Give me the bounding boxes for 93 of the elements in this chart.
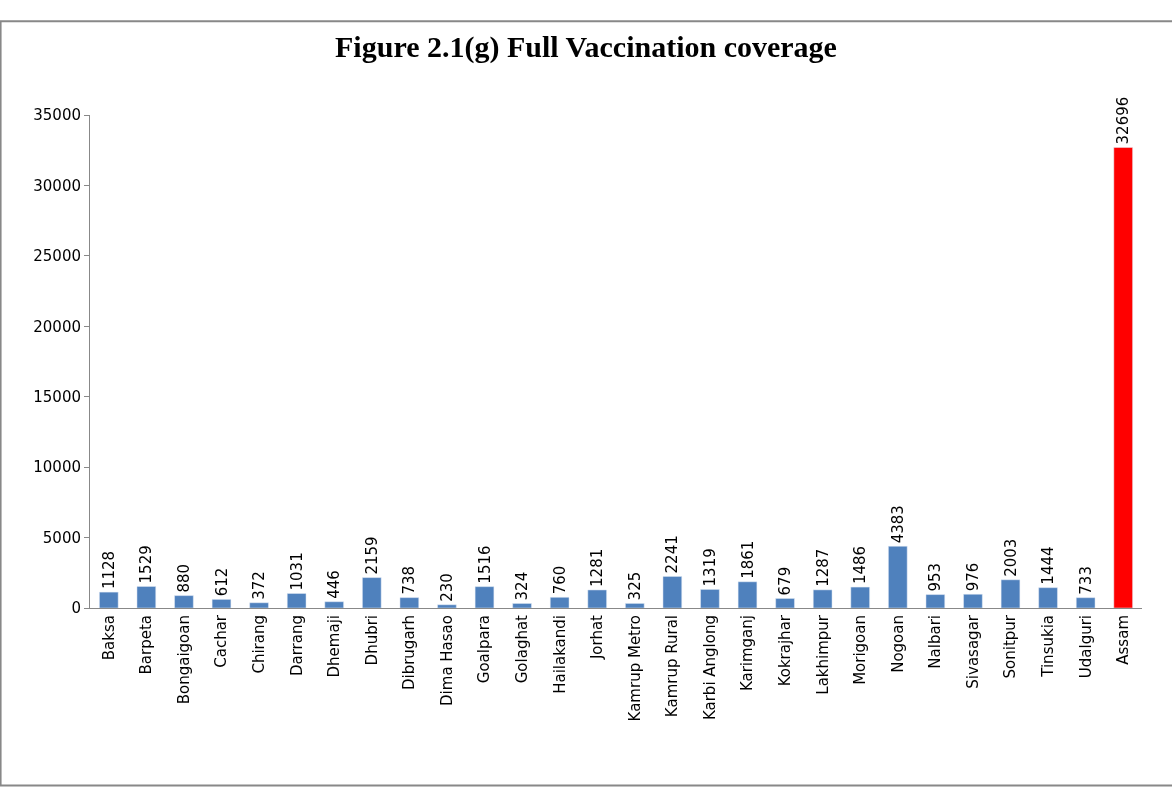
x-tick-label: Dhemaji [325, 615, 344, 678]
x-tick-label: Karbi Anglong [700, 615, 719, 721]
x-tick-label: Jorhat [588, 614, 607, 661]
bar [925, 594, 945, 608]
bar [399, 597, 419, 608]
bar [174, 595, 194, 608]
y-tick-label: 20000 [33, 317, 81, 336]
data-label: 953 [926, 562, 945, 592]
x-tick-label: Dibrugarh [400, 615, 419, 691]
data-label: 976 [963, 562, 982, 592]
x-tick-label: Tinsukia [1038, 615, 1057, 678]
x-tick-label: Chirang [249, 615, 268, 674]
x-tick-label: Lakhimpur [813, 614, 832, 695]
bar [888, 546, 908, 608]
data-label: 1516 [475, 545, 494, 584]
bar [437, 604, 457, 608]
bar [662, 576, 682, 608]
data-label: 2159 [362, 536, 381, 575]
x-tick-label: Kamrup Metro [625, 615, 644, 722]
bar [474, 586, 495, 608]
bar [211, 599, 232, 608]
x-tick-label: Karimganj [738, 615, 757, 692]
bar [550, 597, 570, 608]
bar [512, 603, 532, 608]
bar [249, 602, 269, 608]
data-label: 4383 [888, 505, 907, 544]
bar [287, 593, 307, 608]
x-tick-label: Assam [1114, 615, 1133, 665]
data-label: 880 [174, 563, 193, 593]
bar [1000, 579, 1021, 608]
y-tick-label: 25000 [33, 247, 81, 266]
data-label: 1287 [813, 548, 832, 587]
bar [775, 598, 795, 608]
x-tick-label: Hailakandi [550, 615, 569, 694]
bar [963, 594, 983, 608]
data-label: 1128 [99, 550, 118, 590]
bar [324, 601, 344, 608]
bar [700, 589, 720, 608]
x-tick-label: Dhubri [362, 615, 381, 666]
y-tick-label: 10000 [33, 458, 81, 477]
x-tick-label: Sivasagar [963, 614, 982, 689]
data-label: 1444 [1039, 546, 1058, 585]
x-tick-label: Dima Hasao [437, 615, 456, 706]
x-tick-label: Darrang [287, 615, 306, 677]
x-tick-label: Kamrup Rural [663, 615, 682, 718]
data-label: 446 [325, 570, 344, 599]
y-tick-label: 0 [71, 599, 81, 618]
y-tick-label: 35000 [33, 106, 81, 125]
data-label: 1031 [287, 552, 306, 591]
data-label: 325 [625, 571, 644, 601]
data-label: 324 [513, 571, 532, 601]
bar [850, 586, 870, 608]
bar [813, 589, 833, 608]
data-label: 738 [400, 565, 419, 595]
chart-title: Figure 2.1(g) Full Vaccination coverage [335, 29, 837, 64]
data-label: 1861 [738, 540, 757, 579]
y-tick-label: 15000 [33, 387, 81, 406]
data-label: 1529 [137, 545, 156, 584]
x-tick-label: Bongaigoan [174, 615, 193, 705]
data-label: 372 [250, 571, 269, 600]
bar [1038, 587, 1058, 608]
data-label: 2241 [663, 535, 682, 574]
x-tick-label: Udalguri [1076, 615, 1095, 679]
x-tick-label: Kokrajhar [775, 614, 794, 687]
data-label: 733 [1076, 566, 1095, 595]
data-label: 1281 [588, 548, 607, 587]
x-tick-label: Nogoan [888, 615, 907, 673]
y-tick-label: 30000 [33, 176, 81, 195]
x-tick-label: Goalpara [475, 615, 494, 684]
bar [1076, 597, 1096, 608]
data-label: 760 [550, 565, 569, 595]
bar [136, 586, 156, 608]
x-tick-label: Barpeta [137, 615, 156, 675]
bar [362, 577, 382, 608]
bar [99, 591, 119, 608]
data-label: 1486 [851, 545, 870, 585]
data-label: 612 [212, 567, 231, 597]
bar [737, 581, 758, 608]
x-tick-label: Sonitpur [1001, 614, 1020, 679]
data-label: 230 [437, 573, 456, 602]
bar [625, 603, 645, 608]
data-label: 32696 [1114, 96, 1133, 145]
bar [587, 589, 607, 608]
y-tick-label: 5000 [42, 528, 81, 547]
data-label: 679 [776, 566, 795, 596]
data-label: 2003 [1001, 538, 1020, 577]
bar [1113, 147, 1133, 608]
x-tick-label: Golaghat [512, 614, 531, 684]
x-tick-label: Nalbari [926, 615, 945, 669]
x-tick-label: Cachar [212, 614, 231, 668]
x-tick-label: Baksa [99, 615, 118, 661]
data-label: 1319 [700, 548, 719, 587]
x-tick-label: Morigoan [851, 615, 870, 685]
